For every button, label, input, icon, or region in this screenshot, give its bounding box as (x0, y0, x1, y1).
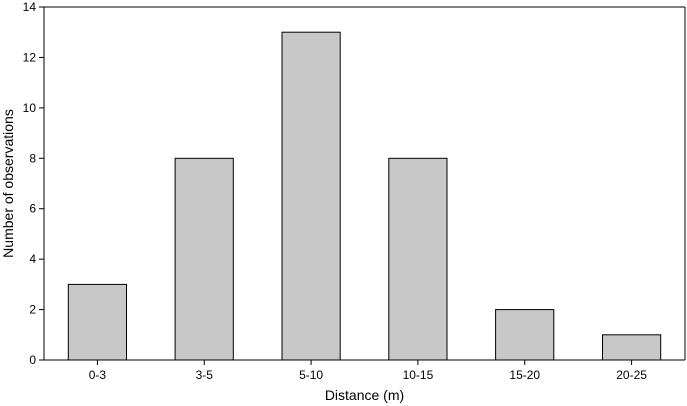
y-axis-label: Number of observations (0, 109, 16, 258)
y-tick-label: 12 (23, 50, 37, 64)
bar-3-5 (174, 157, 234, 361)
x-tick-label: 10-15 (403, 368, 434, 382)
y-tick-label: 6 (29, 202, 36, 216)
y-tick-label: 2 (29, 303, 36, 317)
bar-5-10 (281, 31, 341, 361)
bars-group (67, 31, 662, 361)
y-tick-label: 0 (29, 353, 36, 367)
x-tick-label: 15-20 (509, 368, 540, 382)
y-tick-label: 8 (29, 151, 36, 165)
x-tick-label: 20-25 (616, 368, 647, 382)
bar-20-25 (602, 334, 662, 361)
x-tick-label: 0-3 (89, 368, 107, 382)
x-tick-label: 5-10 (299, 368, 323, 382)
y-axis-ticks: 0 2 4 6 8 10 12 14 (23, 0, 44, 367)
y-tick-label: 14 (23, 0, 37, 14)
y-tick-label: 4 (29, 252, 36, 266)
x-axis-ticks: 0-3 3-5 5-10 10-15 15-20 20-25 (89, 360, 647, 382)
x-tick-label: 3-5 (196, 368, 214, 382)
x-axis-label: Distance (m) (325, 387, 404, 403)
bar-15-20 (495, 309, 555, 361)
y-tick-label: 10 (23, 101, 37, 115)
bar-0-3 (67, 283, 128, 361)
bar-10-15 (388, 157, 448, 361)
